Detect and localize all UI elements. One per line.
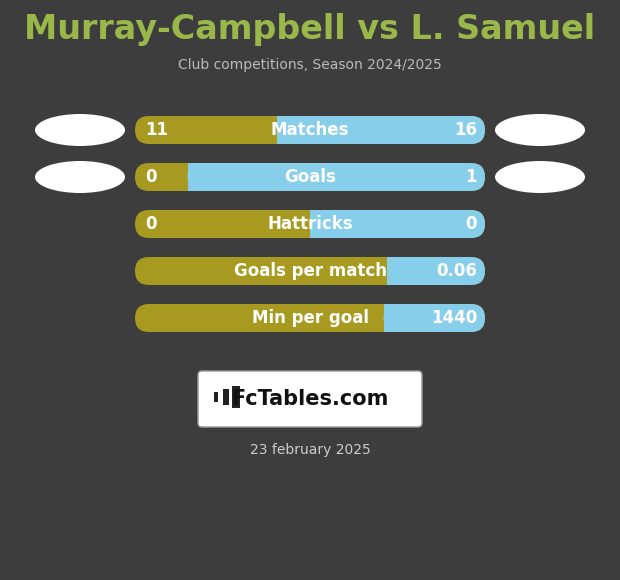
- Bar: [277, 116, 293, 144]
- FancyBboxPatch shape: [198, 371, 422, 427]
- Bar: [387, 257, 403, 285]
- Text: FcTables.com: FcTables.com: [231, 389, 389, 409]
- Ellipse shape: [35, 114, 125, 146]
- Text: 0: 0: [145, 168, 156, 186]
- Text: 0: 0: [145, 215, 156, 233]
- FancyBboxPatch shape: [135, 116, 485, 144]
- Text: Matches: Matches: [271, 121, 349, 139]
- Ellipse shape: [495, 114, 585, 146]
- Text: 0: 0: [466, 215, 477, 233]
- FancyBboxPatch shape: [135, 163, 485, 191]
- Text: 23 february 2025: 23 february 2025: [250, 443, 370, 457]
- Text: 1440: 1440: [431, 309, 477, 327]
- Text: Club competitions, Season 2024/2025: Club competitions, Season 2024/2025: [178, 58, 442, 72]
- Text: 11: 11: [145, 121, 168, 139]
- Bar: [214, 392, 218, 402]
- Text: Hattricks: Hattricks: [267, 215, 353, 233]
- Text: Murray-Campbell vs L. Samuel: Murray-Campbell vs L. Samuel: [24, 13, 596, 46]
- Ellipse shape: [495, 161, 585, 193]
- FancyBboxPatch shape: [187, 163, 485, 191]
- Text: 16: 16: [454, 121, 477, 139]
- Bar: [187, 163, 203, 191]
- Bar: [232, 386, 240, 408]
- Text: Goals per match: Goals per match: [234, 262, 386, 280]
- Text: Goals: Goals: [284, 168, 336, 186]
- Text: 1: 1: [466, 168, 477, 186]
- FancyBboxPatch shape: [384, 304, 485, 332]
- Bar: [384, 304, 399, 332]
- Text: 0.06: 0.06: [436, 262, 477, 280]
- FancyBboxPatch shape: [310, 210, 485, 238]
- FancyBboxPatch shape: [387, 257, 485, 285]
- FancyBboxPatch shape: [277, 116, 485, 144]
- FancyBboxPatch shape: [135, 210, 485, 238]
- FancyBboxPatch shape: [135, 257, 485, 285]
- FancyBboxPatch shape: [135, 304, 485, 332]
- Bar: [223, 389, 229, 405]
- Ellipse shape: [35, 161, 125, 193]
- Text: Min per goal: Min per goal: [252, 309, 368, 327]
- Bar: [310, 210, 326, 238]
